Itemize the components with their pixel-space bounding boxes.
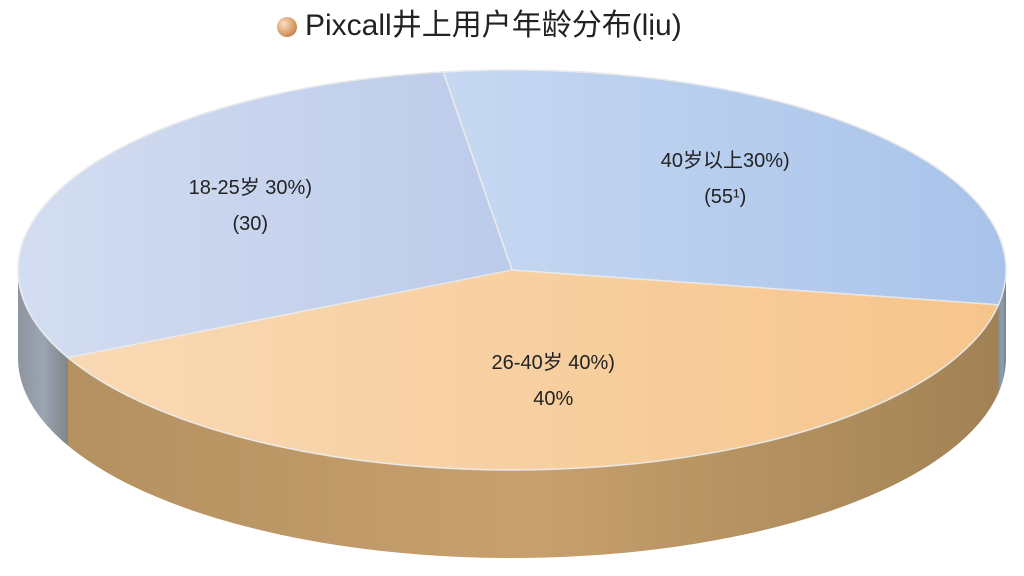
data-label: 18-25岁 30%) xyxy=(189,176,312,199)
data-label: 40岁以上30%) xyxy=(661,149,790,172)
data-note: (30) xyxy=(233,213,269,235)
slice-shine xyxy=(443,70,1006,305)
slice-side-shade xyxy=(18,270,68,446)
slice-shine xyxy=(17,71,512,358)
data-note: 40% xyxy=(533,388,573,410)
slice-shine xyxy=(67,270,999,471)
title-bullet xyxy=(277,17,297,37)
data-note: (55¹) xyxy=(704,186,746,208)
data-label: 26-40岁 40%) xyxy=(492,351,615,374)
slice-side-shade xyxy=(67,304,999,559)
chart-title: Pixcall井上用户年龄分布(lịu) xyxy=(305,9,682,42)
